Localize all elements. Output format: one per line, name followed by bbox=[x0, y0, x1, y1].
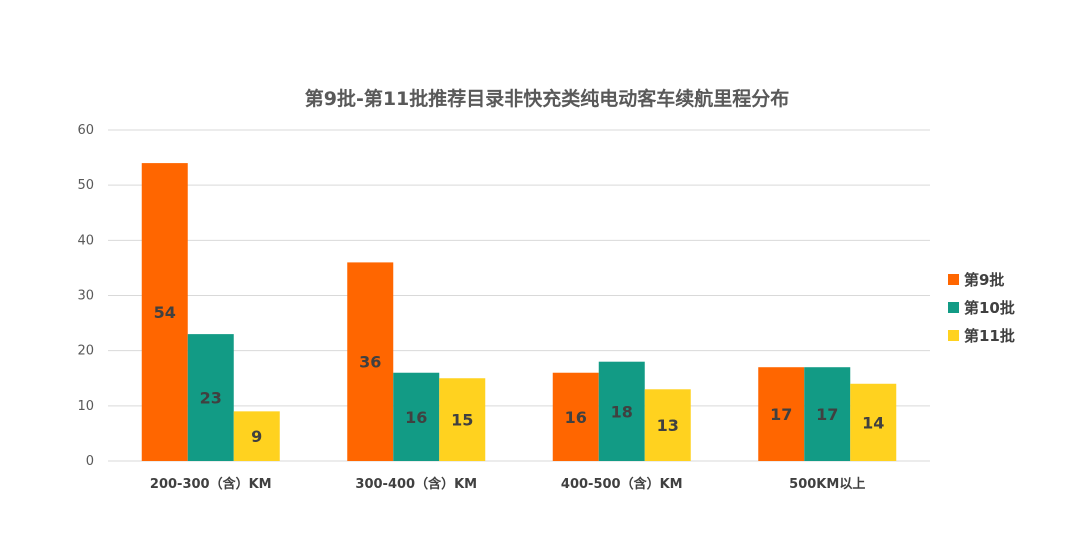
gridlines bbox=[108, 129, 930, 462]
data-label: 54 bbox=[154, 303, 176, 322]
chart-title: 第9批-第11批推荐目录非快充类纯电动客车续航里程分布 bbox=[305, 87, 790, 110]
bar bbox=[393, 372, 440, 461]
bar bbox=[850, 383, 897, 461]
legend-label: 第11批 bbox=[964, 327, 1015, 345]
data-label: 17 bbox=[770, 405, 792, 424]
bar bbox=[598, 361, 645, 461]
bar bbox=[552, 372, 599, 461]
y-tick-label: 50 bbox=[77, 178, 94, 193]
bar bbox=[804, 367, 851, 461]
bar bbox=[439, 378, 486, 461]
y-tick-label: 0 bbox=[86, 454, 94, 469]
y-tick-label: 20 bbox=[77, 344, 94, 359]
data-label: 13 bbox=[657, 416, 679, 435]
data-label: 9 bbox=[251, 427, 262, 446]
bars: 54 23 9 36 16 15 16 18 13 17 17 14 bbox=[141, 163, 897, 461]
y-tick-label: 30 bbox=[77, 289, 94, 304]
y-tick-label: 10 bbox=[77, 399, 94, 414]
bar bbox=[644, 389, 691, 461]
x-tick-label: 200-300（含）KM bbox=[150, 476, 272, 492]
bar bbox=[758, 367, 805, 461]
x-axis: 200-300（含）KM 300-400（含）KM 400-500（含）KM 500K… bbox=[150, 476, 865, 492]
bar bbox=[141, 163, 188, 461]
x-tick-label: 400-500（含）KM bbox=[561, 476, 683, 492]
y-tick-label: 40 bbox=[77, 233, 94, 248]
bar bbox=[233, 411, 280, 461]
data-label: 23 bbox=[200, 389, 222, 408]
data-label: 18 bbox=[611, 402, 633, 421]
data-label: 16 bbox=[565, 408, 587, 427]
x-tick-label: 500KM以上 bbox=[789, 477, 865, 492]
y-axis: 0 10 20 30 40 50 60 bbox=[77, 123, 94, 469]
y-tick-label: 60 bbox=[77, 123, 94, 138]
bar bbox=[347, 262, 394, 461]
legend-swatch bbox=[948, 302, 959, 313]
legend-swatch bbox=[948, 274, 959, 285]
data-label: 36 bbox=[359, 353, 381, 372]
legend-label: 第10批 bbox=[964, 299, 1015, 317]
legend-label: 第9批 bbox=[964, 271, 1004, 289]
legend-swatch bbox=[948, 330, 959, 341]
data-label: 17 bbox=[816, 405, 838, 424]
data-label: 16 bbox=[405, 408, 427, 427]
data-label: 14 bbox=[862, 413, 884, 432]
data-label: 15 bbox=[451, 411, 473, 430]
x-tick-label: 300-400（含）KM bbox=[355, 476, 477, 492]
bar bbox=[187, 334, 234, 461]
